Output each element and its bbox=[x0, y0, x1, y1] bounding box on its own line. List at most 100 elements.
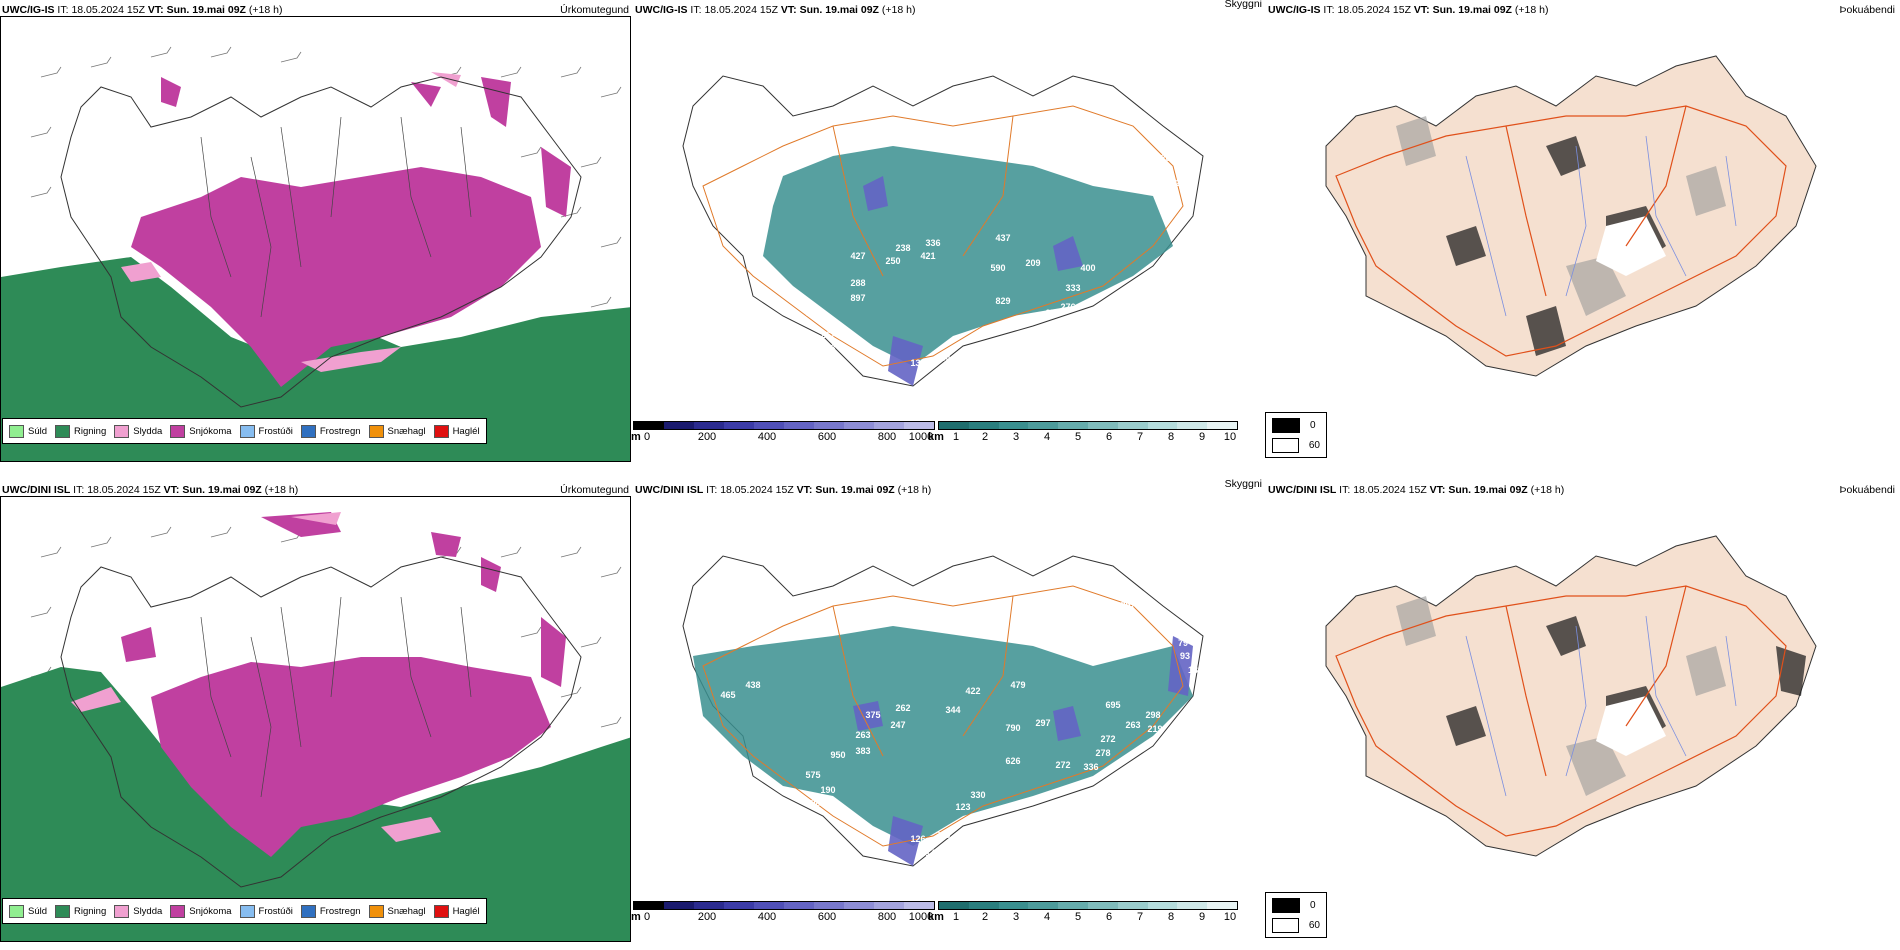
visibility-map: 191 222 202 302 336 238 427 250 421 437 … bbox=[682, 75, 1204, 393]
vis-label: 344 bbox=[945, 705, 960, 715]
vis-label: 297 bbox=[1035, 718, 1050, 728]
tick: 8 bbox=[1167, 431, 1175, 443]
legend-swatch bbox=[368, 904, 384, 918]
vis-label: 278 bbox=[1095, 748, 1110, 758]
vis-label: 330 bbox=[970, 790, 985, 800]
tick: 3 bbox=[1012, 911, 1020, 923]
vis-label: 222 bbox=[1095, 118, 1110, 128]
rivers bbox=[1465, 135, 1737, 317]
tick: 9 bbox=[1198, 911, 1206, 923]
tick: 7 bbox=[1136, 431, 1144, 443]
panel-variable-label: Þokuábendi bbox=[1839, 484, 1895, 496]
fog-grey-areas bbox=[1396, 116, 1726, 316]
legend-swatch bbox=[114, 904, 130, 918]
fog-legend: 0 60 bbox=[1265, 412, 1327, 458]
vis-label: 297 bbox=[1120, 600, 1135, 610]
tick: 6 bbox=[1105, 911, 1113, 923]
legend-item: Rigning bbox=[55, 424, 106, 438]
tick: 400 bbox=[757, 911, 777, 923]
tick: 9 bbox=[1198, 431, 1206, 443]
precip-type-panel-row1: UWC/IG-IS IT: 18.05.2024 15Z VT: Sun. 19… bbox=[0, 0, 633, 470]
vis-label: 257 bbox=[1045, 308, 1060, 318]
vis-label: 263 bbox=[855, 730, 870, 740]
road-network bbox=[702, 105, 1184, 367]
legend-swatch bbox=[300, 904, 316, 918]
tick: 10 bbox=[1223, 431, 1237, 443]
precip-map bbox=[0, 16, 631, 462]
vis-label: 202 bbox=[1160, 153, 1175, 163]
vis-label: 238 bbox=[895, 243, 910, 253]
vis-label: 288 bbox=[850, 278, 865, 288]
vis-label: 284 bbox=[935, 353, 950, 363]
visibility-field bbox=[693, 626, 1193, 846]
tick: 0 bbox=[643, 431, 651, 443]
legend-item: Frostregn bbox=[300, 904, 361, 918]
vis-label: 109 bbox=[915, 866, 930, 876]
legend-item: Haglél bbox=[433, 904, 480, 918]
legend-item: Snjókoma bbox=[170, 424, 232, 438]
glacier-white bbox=[1596, 216, 1666, 276]
legend-item: Snæhagl bbox=[368, 424, 426, 438]
vis-label: 427 bbox=[850, 251, 865, 261]
fog-grey-areas bbox=[1396, 596, 1726, 796]
fog-map bbox=[1325, 55, 1817, 377]
legend-swatch bbox=[433, 904, 449, 918]
legend-swatch bbox=[114, 424, 130, 438]
panel-variable-label: Skyggni bbox=[1224, 478, 1262, 490]
vis-label: 302 bbox=[1025, 328, 1040, 338]
panel-title: UWC/DINI ISL IT: 18.05.2024 15Z VT: Sun.… bbox=[1268, 484, 1565, 496]
legend-item: Rigning bbox=[55, 904, 106, 918]
iceland-land bbox=[1325, 55, 1817, 377]
height-colorbar-bar bbox=[633, 901, 935, 910]
precip-legend: Súld Rigning Slydda Snjókoma Frostúði Fr… bbox=[2, 898, 487, 924]
vis-label: 375 bbox=[865, 710, 880, 720]
vis-label: 209 bbox=[935, 830, 950, 840]
visibility-colorbar-bar bbox=[938, 421, 1238, 430]
vis-label: 437 bbox=[995, 233, 1010, 243]
road-network bbox=[702, 585, 1184, 847]
tick: 5 bbox=[1074, 431, 1082, 443]
legend-swatch bbox=[239, 424, 255, 438]
legend-swatch bbox=[368, 424, 384, 438]
tick: 1000 bbox=[908, 911, 934, 923]
vis-label: 256 bbox=[685, 700, 700, 710]
vis-label: 422 bbox=[965, 686, 980, 696]
legend-swatch bbox=[55, 904, 71, 918]
legend-swatch bbox=[170, 424, 186, 438]
legend-item: Slydda bbox=[114, 424, 162, 438]
legend-item: Súld bbox=[9, 904, 47, 918]
tick: 4 bbox=[1043, 911, 1051, 923]
panel-title: UWC/IG-IS IT: 18.05.2024 15Z VT: Sun. 19… bbox=[635, 4, 916, 16]
height-unit: m bbox=[631, 431, 641, 443]
vis-label: 590 bbox=[990, 263, 1005, 273]
tick: 10 bbox=[1223, 911, 1237, 923]
vis-label: 126 bbox=[1030, 313, 1045, 323]
snow-area bbox=[131, 167, 541, 387]
river-lines bbox=[200, 596, 472, 798]
vis-label: 145 bbox=[925, 848, 940, 858]
vis-label: 18 bbox=[1188, 665, 1198, 675]
tick: 200 bbox=[697, 911, 717, 923]
legend-item: Haglél bbox=[433, 424, 480, 438]
visibility-panel-row2: UWC/DINI ISL IT: 18.05.2024 15Z VT: Sun.… bbox=[631, 478, 1327, 950]
roads bbox=[1335, 105, 1787, 357]
vis-label: 276 bbox=[1060, 302, 1075, 312]
vis-label: 262 bbox=[895, 703, 910, 713]
vis-label: 272 bbox=[1055, 760, 1070, 770]
vis-label: 219 bbox=[1147, 724, 1162, 734]
vis-label: 695 bbox=[1105, 700, 1120, 710]
visibility-colorbar-bar bbox=[938, 901, 1238, 910]
tick: 2 bbox=[981, 431, 989, 443]
vis-value-labels: 191 222 202 302 336 238 427 250 421 437 … bbox=[805, 88, 1180, 393]
panel-title: UWC/DINI ISL IT: 18.05.2024 15Z VT: Sun.… bbox=[2, 484, 299, 496]
legend-swatch bbox=[170, 904, 186, 918]
tick: 600 bbox=[817, 911, 837, 923]
vis-label: 940 bbox=[805, 308, 820, 318]
vis-label: 465 bbox=[720, 690, 735, 700]
tick: 0 bbox=[643, 911, 651, 923]
visibility-colorbar: km 1 2 3 4 5 6 7 8 9 10 bbox=[928, 901, 1238, 924]
legend-swatch bbox=[300, 424, 316, 438]
vis-label: 272 bbox=[1100, 734, 1115, 744]
panel-variable-label: Úrkomutegund bbox=[560, 4, 629, 16]
vis-label: 336 bbox=[1083, 762, 1098, 772]
